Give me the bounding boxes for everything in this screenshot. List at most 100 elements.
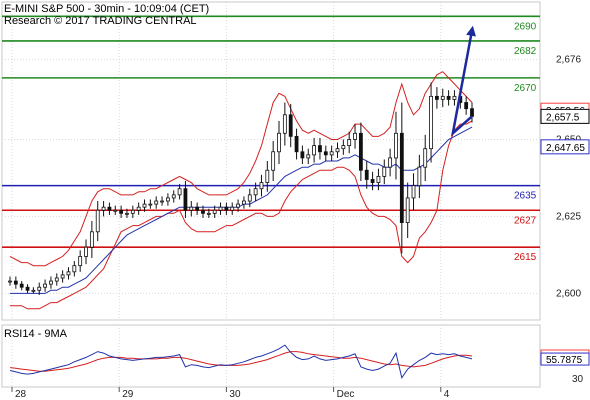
rsi-panel[interactable] — [1, 324, 541, 388]
bollinger-lower-line — [10, 120, 473, 310]
candle-body — [25, 286, 30, 291]
candle-body — [318, 145, 322, 153]
candle-body — [429, 95, 433, 150]
level-label: 2635 — [514, 191, 537, 202]
time-tick-label: 28 — [15, 389, 27, 400]
price-tick-label: 2,625 — [556, 211, 581, 222]
candle-body — [435, 95, 439, 100]
candle-body — [89, 231, 94, 248]
candle-body — [43, 283, 47, 288]
price-tag-label: 2,647.65 — [546, 143, 585, 154]
candle-body — [130, 209, 135, 214]
candle-body — [417, 166, 422, 187]
candle-body — [95, 209, 100, 233]
candle-body — [125, 212, 129, 215]
candle-body — [411, 185, 416, 199]
support-resistance-levels: 2690 2682 2670 2635 2627 2615 — [2, 15, 540, 263]
candle-body — [341, 145, 346, 150]
candle-body — [84, 246, 88, 257]
level-label: 2690 — [514, 21, 537, 32]
candle-body — [265, 169, 270, 183]
candle-body — [358, 132, 363, 171]
candle-body — [329, 151, 334, 156]
candle-body — [49, 280, 53, 285]
rsi-indicator: 3059.977755.7875 — [9, 344, 590, 385]
candle-body — [277, 132, 281, 153]
candle-body — [136, 206, 141, 211]
time-tick-label: 4 — [444, 389, 450, 400]
candle-body — [353, 132, 357, 140]
candle-body — [142, 203, 147, 208]
chart-title: E-MINI S&P 500 - 30min - 10:09:04 (CET) — [4, 3, 209, 15]
time-tick-label: 29 — [122, 389, 134, 400]
candle-body — [470, 108, 474, 117]
candle-body — [154, 200, 159, 205]
candle-body — [253, 188, 258, 196]
candle-body — [37, 286, 42, 291]
candle-body — [388, 157, 393, 168]
candle-body — [165, 197, 170, 202]
candle-body — [19, 283, 24, 288]
candle-body — [195, 206, 200, 211]
candle-body — [107, 206, 112, 211]
candle-body — [370, 179, 375, 183]
candle-body — [66, 271, 71, 276]
bollinger-upper-line — [9, 71, 473, 267]
candle-body — [218, 206, 223, 211]
level-label: 2615 — [514, 252, 537, 263]
candle-body — [113, 209, 118, 212]
candle-body — [288, 114, 293, 137]
rsi-tick-label: 30 — [572, 374, 584, 385]
candle-body — [160, 200, 164, 203]
candle-body — [382, 166, 387, 177]
candle-body — [31, 289, 36, 292]
candle-body — [60, 274, 65, 279]
candle-body — [72, 265, 77, 273]
candle-body — [323, 151, 328, 156]
candle-body — [206, 212, 211, 215]
candle-body — [423, 148, 428, 168]
chart-subtitle: Research © 2017 TRADING CENTRAL — [4, 15, 197, 27]
candle-body — [405, 197, 410, 223]
candle-body — [452, 95, 457, 100]
candle-body — [306, 154, 311, 159]
rsi-tag-box — [540, 352, 590, 366]
candle-body — [13, 280, 18, 285]
price-tags: 2,659.562,657.52,647.65 — [540, 102, 590, 155]
candle-body — [230, 206, 235, 211]
candle-body — [282, 114, 287, 134]
time-tick-label: Dec — [337, 389, 355, 400]
price-tag-label: 2,657.5 — [546, 112, 580, 123]
price-tag-box — [540, 139, 590, 155]
candle-body — [101, 206, 106, 211]
candle-body — [54, 277, 59, 282]
candle-body — [8, 280, 12, 283]
candle-body — [399, 132, 404, 223]
candle-body — [201, 209, 205, 214]
candle-body — [312, 145, 317, 156]
candle-body — [212, 209, 217, 214]
level-label: 2682 — [514, 46, 537, 57]
candle-body — [376, 175, 381, 183]
price-tag-box — [540, 108, 590, 124]
candle-body — [236, 203, 240, 208]
rsi-tag-label: 55.7875 — [546, 355, 583, 366]
candle-body — [259, 182, 264, 190]
candle-body — [183, 188, 188, 211]
indicator-lines — [9, 71, 473, 310]
forecast-arrow-head — [466, 25, 476, 37]
price-panel[interactable] — [1, 1, 541, 321]
candle-body — [335, 148, 340, 153]
candle-body — [224, 206, 229, 211]
moving-average-line — [10, 126, 473, 294]
candle-body — [271, 151, 276, 171]
forecast-arrow-line — [450, 31, 474, 137]
time-axis: 28 29 30 Dec 4 — [11, 387, 450, 400]
candlestick-series — [8, 82, 474, 295]
candle-body — [171, 194, 176, 199]
rsi-ma-line — [9, 351, 473, 372]
candle-body — [177, 188, 182, 196]
candle-body — [189, 206, 194, 211]
candle-body — [148, 203, 153, 206]
